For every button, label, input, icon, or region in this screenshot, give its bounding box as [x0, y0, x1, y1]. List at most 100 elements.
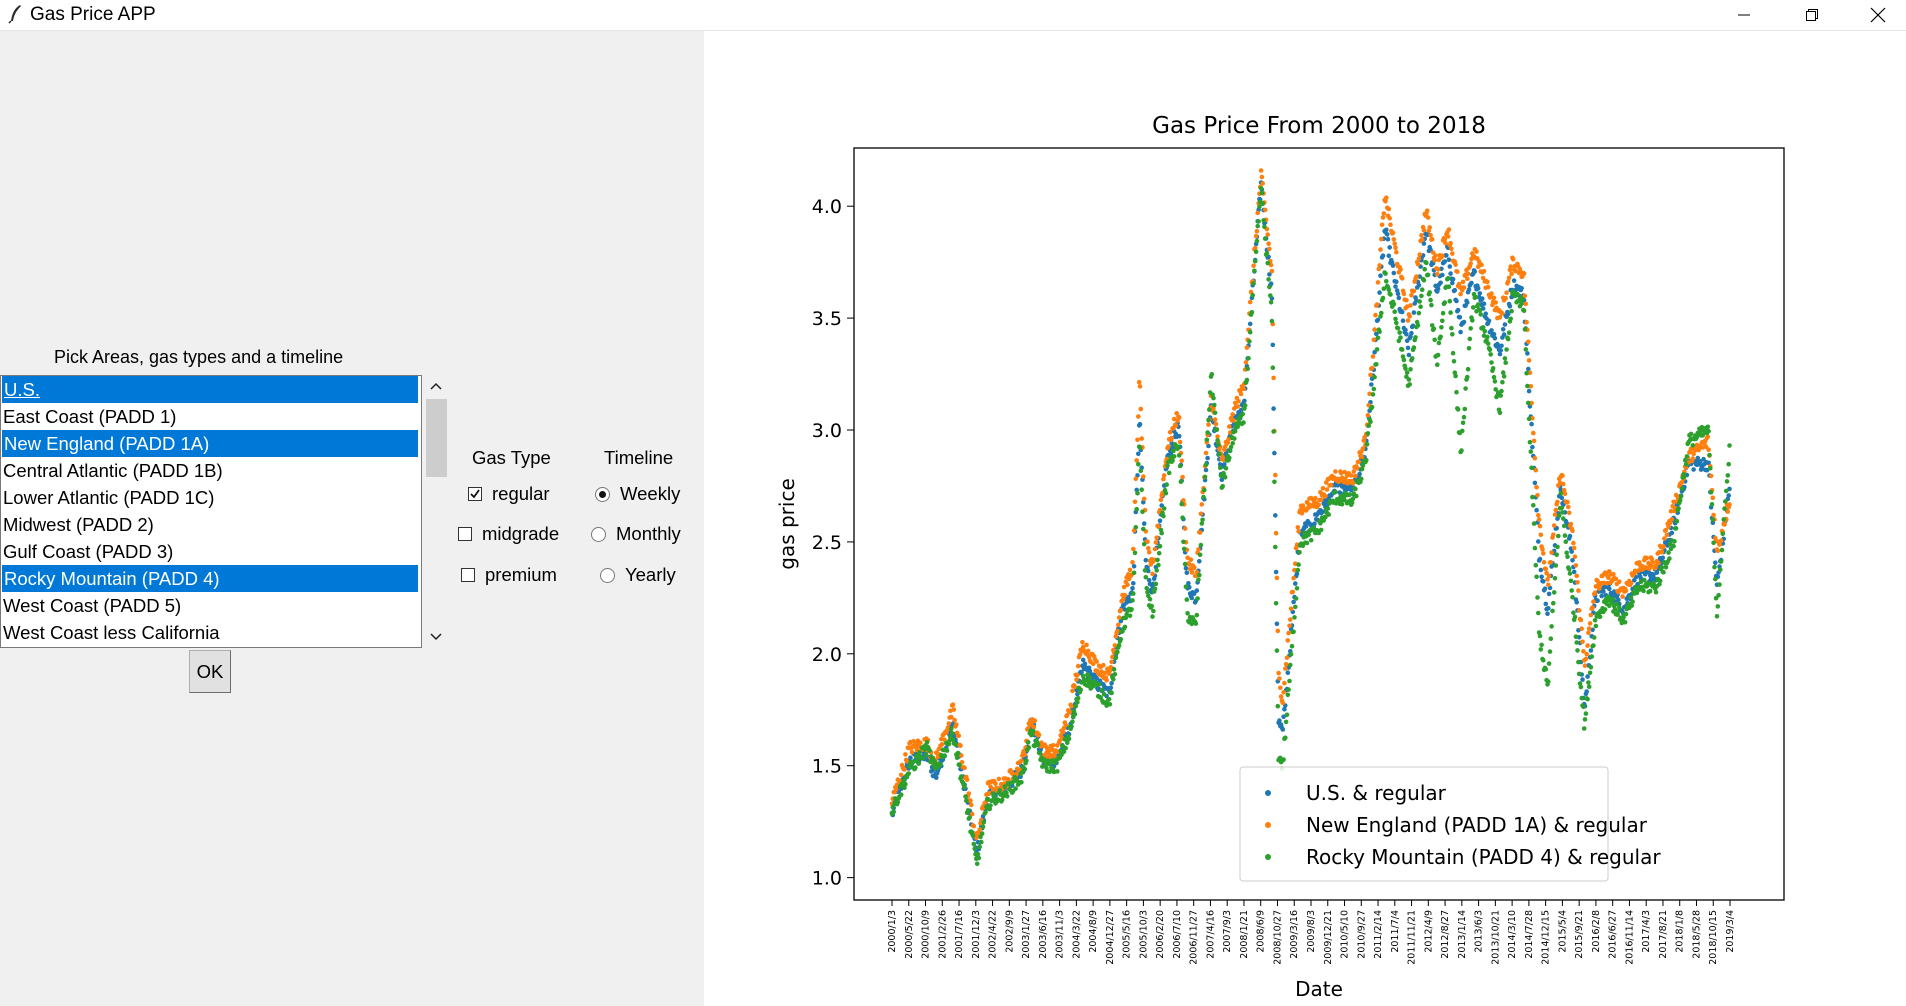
scroll-up-button[interactable] — [424, 375, 448, 397]
data-point — [1393, 316, 1398, 322]
data-point — [1102, 670, 1108, 676]
gas-type-option-premium[interactable]: premium — [461, 563, 557, 587]
data-point — [1267, 246, 1272, 252]
data-point — [1611, 572, 1616, 577]
data-point — [1717, 582, 1722, 587]
data-point — [1445, 234, 1451, 239]
data-point — [1365, 431, 1371, 436]
data-point — [1727, 443, 1732, 448]
data-point — [1383, 199, 1388, 204]
listbox-scrollbar[interactable] — [424, 375, 448, 648]
data-point — [1254, 228, 1260, 234]
data-point — [1524, 370, 1529, 376]
data-point — [1533, 562, 1539, 568]
area-item[interactable]: Lower Atlantic (PADD 1C) — [1, 484, 421, 511]
data-point — [981, 820, 987, 825]
data-point — [1161, 506, 1167, 511]
data-point — [1708, 473, 1714, 479]
data-point — [1287, 623, 1292, 629]
area-item[interactable]: East Coast (PADD 1) — [1, 403, 421, 430]
data-point — [1614, 601, 1620, 607]
data-point — [1364, 457, 1369, 463]
data-point — [1030, 728, 1036, 734]
y-tick-label: 3.5 — [812, 308, 842, 330]
scroll-thumb[interactable] — [426, 399, 447, 477]
data-point — [1532, 456, 1538, 461]
timeline-option-yearly[interactable]: Yearly — [600, 563, 676, 587]
area-item[interactable]: West Coast less California — [1, 619, 421, 646]
data-point — [1425, 215, 1431, 220]
data-point — [1718, 538, 1724, 543]
data-point — [972, 846, 977, 852]
close-button[interactable] — [1848, 0, 1906, 30]
data-point — [1601, 589, 1606, 594]
data-point — [1369, 382, 1374, 387]
data-point — [950, 702, 956, 707]
x-tick-label: 2015/5/4 — [1557, 910, 1568, 953]
area-item[interactable]: U.S. — [2, 376, 418, 403]
checkbox[interactable] — [468, 487, 482, 501]
data-point — [1421, 227, 1427, 233]
data-point — [1152, 586, 1158, 592]
gas-type-option-regular[interactable]: regular — [468, 482, 550, 506]
data-point — [1202, 474, 1208, 480]
gas-type-option-midgrade[interactable]: midgrade — [458, 522, 559, 546]
data-point — [1560, 473, 1565, 478]
data-point — [1153, 581, 1159, 587]
area-listbox[interactable]: U.S. East Coast (PADD 1) New England (PADD… — [0, 375, 422, 648]
data-point — [1145, 539, 1150, 544]
data-point — [1213, 421, 1219, 427]
radio-button[interactable] — [595, 486, 610, 502]
data-point — [1503, 360, 1508, 366]
area-item[interactable]: New England (PADD 1A) — [2, 430, 418, 457]
timeline-label: Weekly — [620, 483, 681, 504]
data-point — [1196, 547, 1201, 552]
data-point — [1108, 685, 1114, 691]
data-point — [1367, 391, 1372, 397]
title-bar: Gas Price APP — [0, 0, 1906, 31]
close-icon — [1870, 7, 1886, 23]
data-point — [971, 841, 977, 847]
restore-button[interactable] — [1782, 0, 1842, 30]
data-point — [1254, 238, 1260, 244]
data-point — [1182, 561, 1188, 567]
area-item[interactable]: West Coast (PADD 5) — [1, 592, 421, 619]
data-point — [1283, 735, 1288, 741]
scroll-down-button[interactable] — [424, 626, 448, 648]
data-point — [1495, 343, 1501, 349]
timeline-option-weekly[interactable]: Weekly — [595, 482, 680, 506]
minimize-button[interactable] — [1714, 0, 1774, 30]
data-point — [1457, 315, 1463, 320]
data-point — [1475, 286, 1481, 291]
area-item[interactable]: Gulf Coast (PADD 3) — [1, 538, 421, 565]
timeline-option-monthly[interactable]: Monthly — [591, 522, 681, 546]
radio-button[interactable] — [591, 526, 606, 542]
data-point — [990, 791, 996, 797]
data-point — [1500, 370, 1506, 375]
data-point — [1065, 712, 1070, 718]
checkbox[interactable] — [461, 568, 475, 582]
area-item[interactable]: Midwest (PADD 2) — [1, 511, 421, 538]
data-point — [1257, 204, 1262, 209]
data-point — [1137, 384, 1143, 389]
data-point — [1399, 309, 1405, 315]
data-point — [902, 785, 907, 790]
area-item[interactable]: Central Atlantic (PADD 1B) — [1, 457, 421, 484]
x-tick-label: 2000/1/3 — [887, 910, 898, 953]
checkbox[interactable] — [458, 527, 472, 541]
data-point — [1133, 525, 1139, 530]
data-point — [1149, 603, 1154, 609]
data-point — [1293, 604, 1298, 610]
data-point — [1251, 263, 1256, 269]
data-point — [1606, 575, 1611, 580]
ok-button[interactable]: OK — [189, 650, 231, 693]
data-point — [1189, 570, 1195, 575]
data-point — [1199, 502, 1205, 507]
data-point — [1554, 552, 1559, 557]
data-point — [1401, 357, 1407, 363]
area-item[interactable]: Rocky Mountain (PADD 4) — [2, 565, 418, 592]
data-point — [1472, 269, 1478, 274]
data-point — [1235, 424, 1240, 430]
radio-button[interactable] — [600, 567, 615, 583]
data-point — [1392, 309, 1397, 315]
